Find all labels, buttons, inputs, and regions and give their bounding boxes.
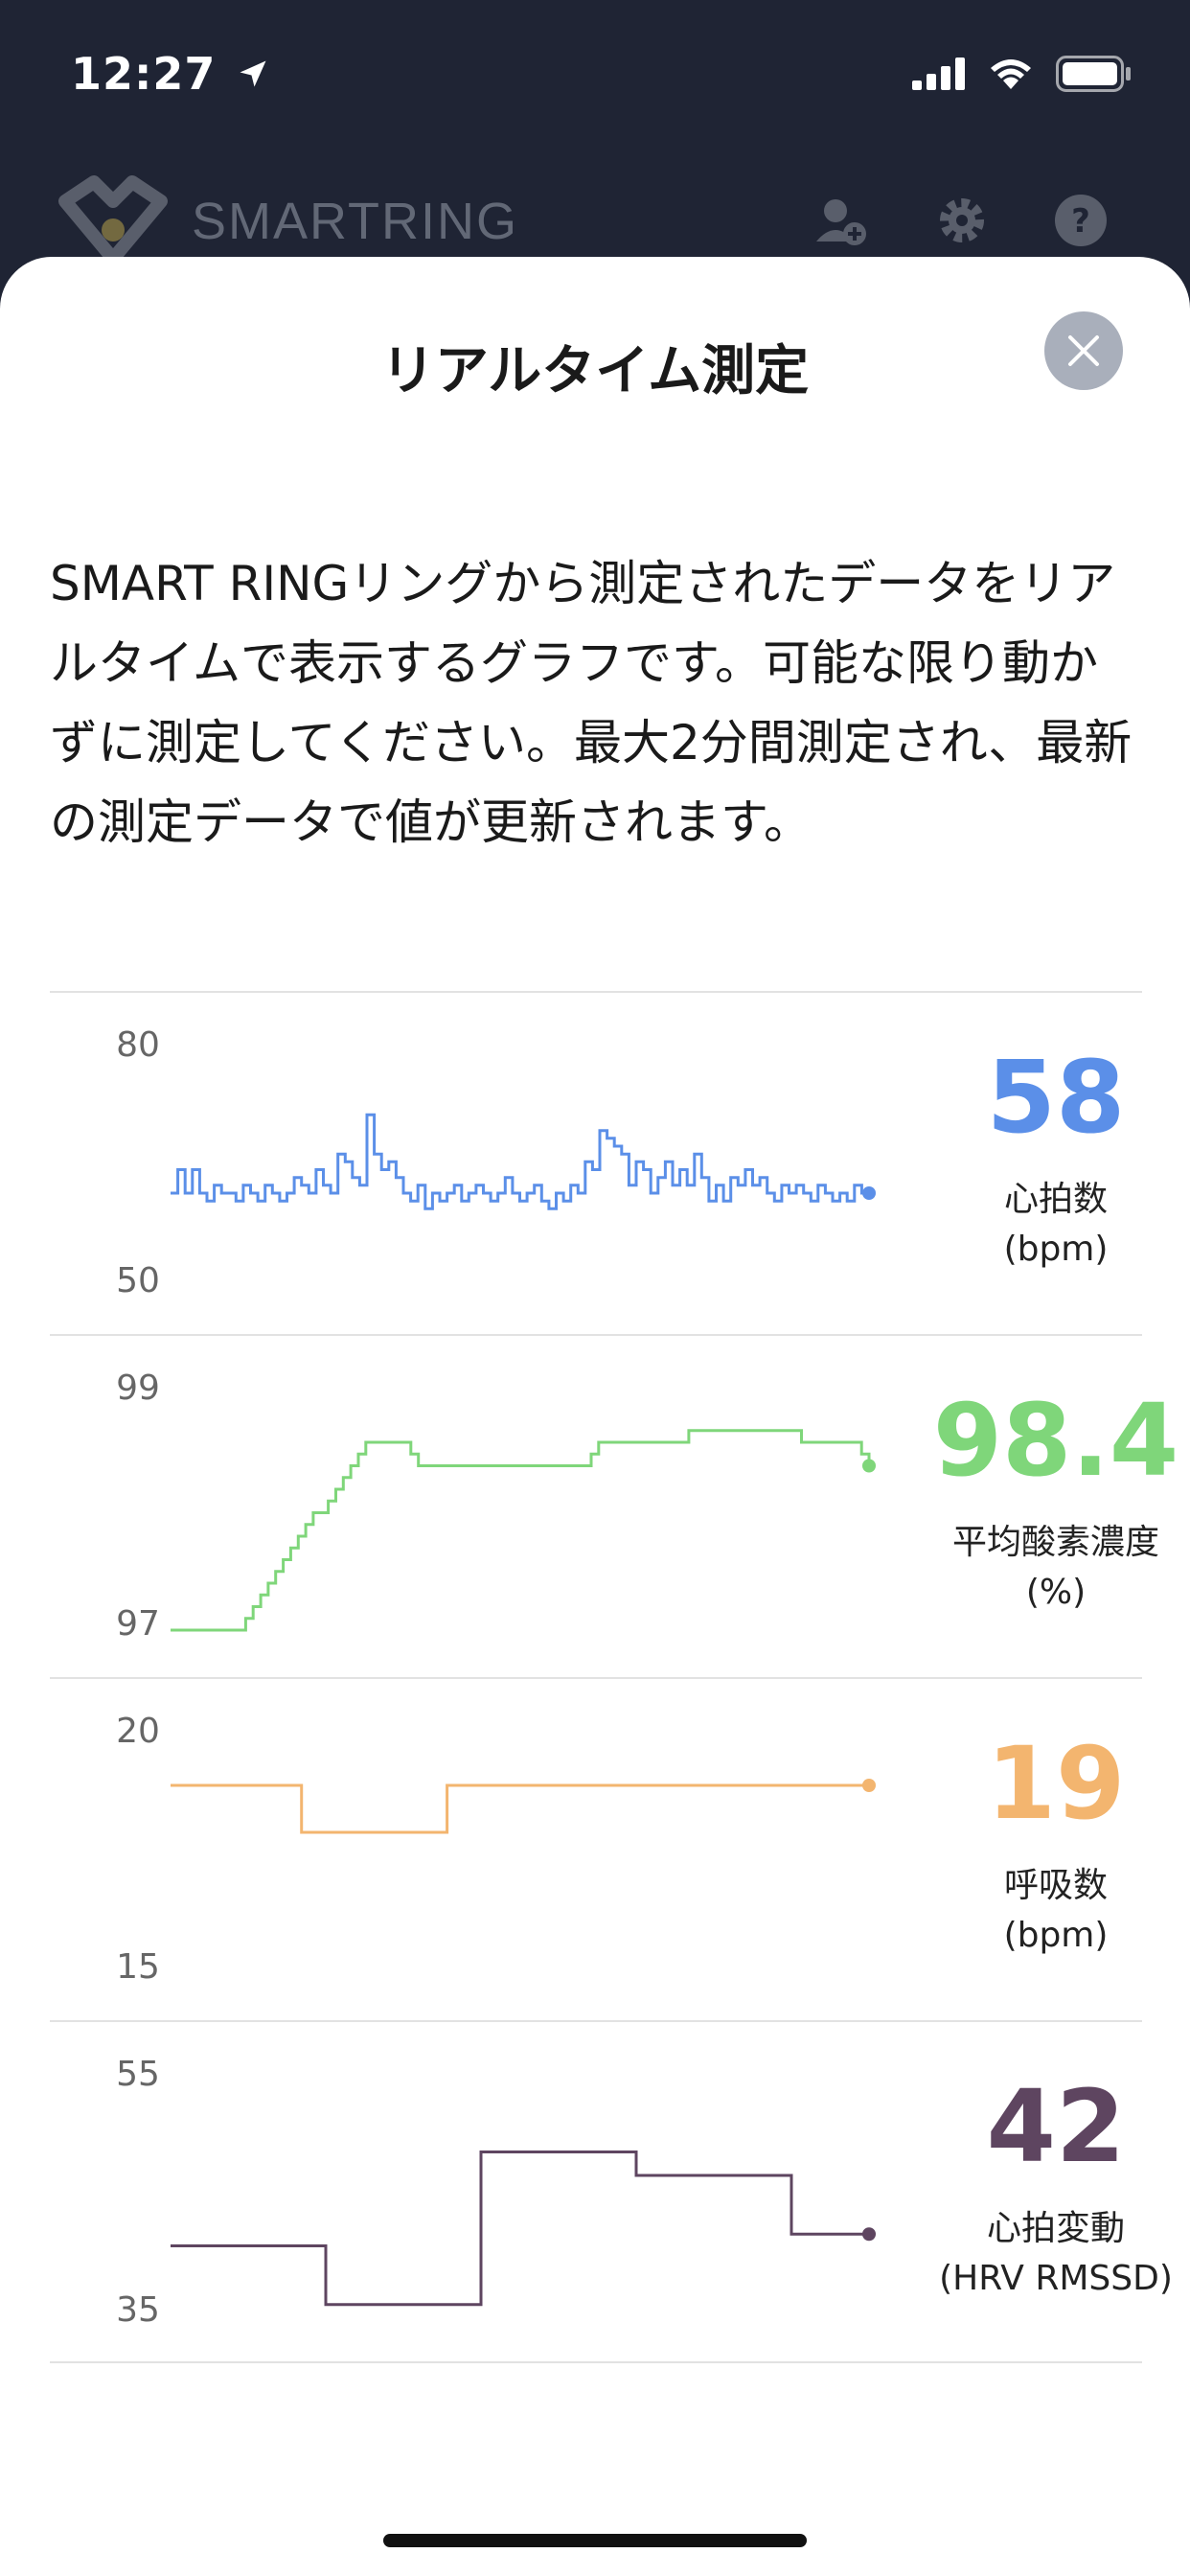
location-arrow-icon [240, 60, 266, 87]
axis-min-label: 15 [116, 1947, 160, 1987]
metric-unit: (HRV RMSSD) [939, 2259, 1173, 2298]
help-icon: ? [1055, 195, 1107, 246]
sheet-title: リアルタイム測定 [380, 340, 810, 402]
series-line [171, 1113, 869, 1210]
axis-max-label: 20 [116, 1712, 160, 1751]
respiration-value: 19 [986, 1725, 1126, 1842]
hrv-label: 心拍変動 (HRV RMSSD) [874, 2204, 1190, 2304]
metric-unit: (%) [1025, 1573, 1087, 1612]
wifi-icon [991, 59, 1031, 89]
time-text: 12:27 [71, 48, 217, 100]
heart-rate-value: 58 [986, 1039, 1126, 1156]
axis-max-label: 80 [116, 1025, 160, 1065]
respiration-chart-block: 20 15 19 呼吸数 (bpm) [50, 1677, 1142, 2020]
respiration-chart [171, 1779, 876, 1834]
background-app-title: SMARTRING [192, 193, 519, 250]
heart-rate-chart-block: 80 50 58 心拍数 (bpm) [50, 991, 1142, 1334]
oxygen-chart [171, 1429, 876, 1632]
heart-rate-label: 心拍数 (bpm) [874, 1175, 1190, 1275]
oxygen-label: 平均酸素濃度 (%) [874, 1518, 1190, 1618]
axis-min-label: 35 [116, 2290, 160, 2330]
home-indicator [383, 2534, 807, 2547]
metric-name: 心拍変動 [986, 2209, 1125, 2248]
hrv-value: 42 [986, 2068, 1126, 2185]
series-line [171, 1783, 869, 1834]
latest-point [862, 1779, 876, 1792]
axis-max-label: 99 [116, 1368, 160, 1408]
axis-min-label: 50 [116, 1261, 160, 1300]
smartring-logo-icon [58, 175, 168, 265]
hrv-chart-block: 55 35 42 心拍変動 (HRV RMSSD) [50, 2020, 1173, 2363]
status-time: 12:27 [71, 48, 270, 100]
latest-point [862, 1459, 876, 1473]
metric-name: 平均酸素濃度 [951, 1523, 1159, 1562]
status-bar: 12:27 [0, 0, 1190, 144]
series-line [171, 2150, 869, 2307]
oxygen-chart-block: 99 97 98.4 平均酸素濃度 (%) [50, 1334, 1179, 1677]
gear-icon [940, 198, 984, 242]
heart-rate-chart [171, 1113, 876, 1210]
description-text: SMART RINGリングから測定されたデータをリアルタイムで表示するグラフです… [50, 556, 1133, 850]
close-button[interactable] [1044, 311, 1123, 390]
cellular-signal-icon [912, 58, 965, 90]
add-user-icon [816, 199, 866, 245]
oxygen-value: 98.4 [932, 1382, 1179, 1499]
latest-point [862, 2227, 876, 2242]
status-icons [912, 56, 1133, 92]
series-line [171, 1429, 871, 1632]
close-icon [1068, 335, 1099, 366]
battery-icon [1056, 56, 1131, 92]
respiration-label: 呼吸数 (bpm) [874, 1861, 1190, 1961]
metric-name: 呼吸数 [1003, 1866, 1108, 1905]
metric-unit: (bpm) [1003, 1230, 1109, 1269]
axis-min-label: 97 [116, 1604, 160, 1644]
metric-name: 心拍数 [1003, 1180, 1108, 1219]
axis-max-label: 55 [116, 2055, 160, 2094]
metric-unit: (bpm) [1003, 1916, 1109, 1955]
latest-point [862, 1186, 876, 1200]
svg-text:?: ? [1071, 202, 1090, 241]
realtime-measurement-sheet: リアルタイム測定 SMART RINGリングから測定されたデータをリアルタイムで… [0, 257, 1190, 2576]
hrv-chart [171, 2150, 876, 2307]
